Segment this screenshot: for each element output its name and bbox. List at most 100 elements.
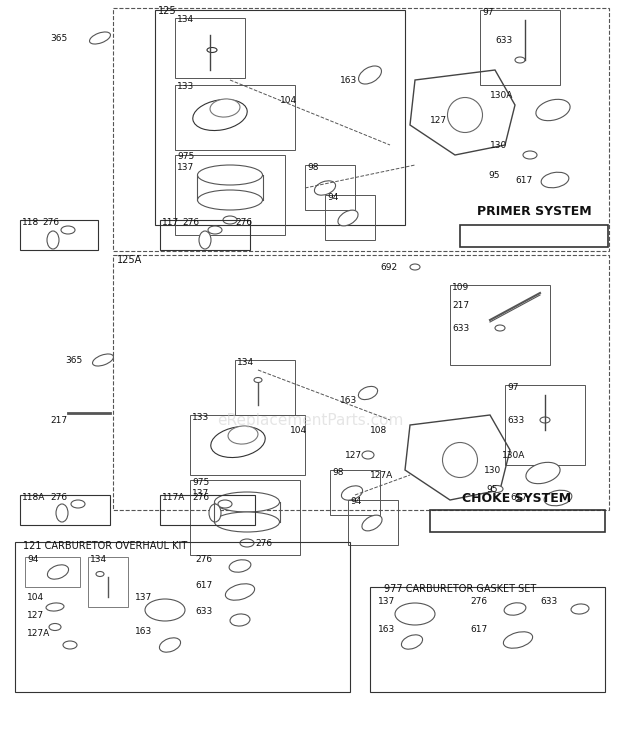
Text: 98: 98: [307, 162, 319, 172]
Text: 104: 104: [27, 592, 44, 601]
Text: 163: 163: [340, 75, 357, 85]
Ellipse shape: [338, 210, 358, 226]
Ellipse shape: [540, 417, 550, 423]
Ellipse shape: [362, 451, 374, 459]
Text: 97: 97: [482, 7, 494, 16]
Ellipse shape: [215, 512, 280, 532]
Ellipse shape: [193, 100, 247, 130]
Text: 977 CARBURETOR GASKET SET: 977 CARBURETOR GASKET SET: [384, 584, 536, 594]
Text: 276: 276: [192, 493, 209, 501]
Text: 94: 94: [327, 193, 339, 202]
Ellipse shape: [61, 226, 75, 234]
Ellipse shape: [215, 492, 280, 512]
Ellipse shape: [199, 231, 211, 249]
Text: 104: 104: [290, 426, 307, 434]
Text: 130: 130: [484, 466, 501, 475]
Ellipse shape: [314, 181, 335, 195]
Ellipse shape: [448, 97, 482, 132]
Text: 217: 217: [452, 301, 469, 310]
Text: 633: 633: [495, 36, 512, 45]
Ellipse shape: [503, 632, 533, 648]
Ellipse shape: [49, 623, 61, 630]
Ellipse shape: [228, 426, 258, 444]
Ellipse shape: [89, 32, 110, 44]
Text: 633: 633: [195, 608, 212, 617]
Ellipse shape: [229, 559, 251, 572]
Ellipse shape: [443, 443, 477, 478]
Text: 276: 276: [255, 539, 272, 548]
Ellipse shape: [401, 635, 423, 650]
Text: 97: 97: [507, 382, 518, 391]
Ellipse shape: [342, 486, 363, 500]
Text: PRIMER SYSTEM: PRIMER SYSTEM: [477, 205, 591, 217]
Ellipse shape: [495, 325, 505, 331]
Text: 104: 104: [280, 95, 297, 104]
Ellipse shape: [46, 603, 64, 611]
Ellipse shape: [358, 386, 378, 400]
Text: 133: 133: [192, 412, 210, 422]
Ellipse shape: [515, 57, 525, 63]
Ellipse shape: [211, 426, 265, 458]
Ellipse shape: [571, 604, 589, 614]
Text: 137: 137: [192, 489, 210, 498]
Ellipse shape: [145, 599, 185, 621]
Ellipse shape: [395, 603, 435, 625]
Text: 617: 617: [195, 580, 212, 589]
Text: 975: 975: [177, 152, 194, 161]
Text: 98: 98: [332, 467, 343, 476]
Text: 117A: 117A: [162, 493, 185, 501]
Text: 94: 94: [27, 554, 38, 563]
Ellipse shape: [240, 539, 254, 547]
Ellipse shape: [92, 354, 113, 366]
Ellipse shape: [526, 462, 560, 484]
Text: 163: 163: [135, 627, 153, 637]
Ellipse shape: [63, 641, 77, 649]
Text: 163: 163: [340, 396, 357, 405]
Text: 125: 125: [158, 6, 177, 16]
Text: 365: 365: [65, 356, 82, 365]
Ellipse shape: [223, 216, 237, 224]
Text: 134: 134: [237, 358, 254, 367]
Ellipse shape: [230, 614, 250, 626]
Ellipse shape: [544, 490, 572, 506]
Text: 137: 137: [378, 597, 396, 606]
Text: 134: 134: [177, 14, 194, 24]
Ellipse shape: [96, 571, 104, 577]
Ellipse shape: [362, 515, 382, 531]
Text: 127A: 127A: [27, 629, 50, 638]
Ellipse shape: [226, 584, 255, 600]
Text: 94: 94: [350, 498, 361, 507]
Text: 108: 108: [370, 426, 388, 434]
Ellipse shape: [536, 100, 570, 121]
Text: 617: 617: [515, 176, 532, 185]
Text: 127: 127: [345, 451, 362, 460]
Text: 276: 276: [470, 597, 487, 606]
Text: 633: 633: [540, 597, 557, 606]
Text: 95: 95: [486, 486, 497, 495]
Ellipse shape: [541, 172, 569, 187]
Text: 127A: 127A: [370, 470, 393, 479]
Ellipse shape: [47, 231, 59, 249]
Ellipse shape: [159, 638, 180, 652]
Ellipse shape: [71, 500, 85, 508]
Ellipse shape: [207, 48, 217, 53]
Text: 617: 617: [510, 493, 527, 502]
Text: 276: 276: [195, 554, 212, 563]
Ellipse shape: [491, 486, 503, 493]
Text: 117: 117: [162, 217, 179, 226]
Ellipse shape: [358, 66, 381, 84]
Ellipse shape: [504, 603, 526, 615]
Text: 276: 276: [235, 217, 252, 226]
Text: 276: 276: [42, 217, 59, 226]
Text: 95: 95: [488, 170, 500, 179]
Ellipse shape: [210, 99, 240, 117]
Text: 118: 118: [22, 217, 39, 226]
Text: 133: 133: [177, 82, 194, 91]
Ellipse shape: [198, 165, 262, 185]
Text: 130A: 130A: [490, 91, 513, 100]
Ellipse shape: [208, 226, 222, 234]
Ellipse shape: [410, 264, 420, 270]
Ellipse shape: [523, 151, 537, 159]
Text: 137: 137: [177, 162, 194, 172]
Text: 109: 109: [452, 283, 469, 292]
